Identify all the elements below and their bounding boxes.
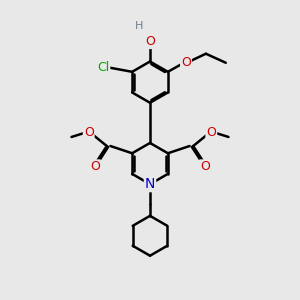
Text: O: O [206, 126, 216, 139]
Text: O: O [200, 160, 210, 173]
Text: O: O [84, 126, 94, 139]
Text: O: O [181, 56, 191, 69]
Text: O: O [90, 160, 100, 173]
Text: O: O [145, 35, 155, 48]
Text: H: H [135, 21, 143, 31]
Text: Cl: Cl [97, 61, 109, 74]
Text: N: N [145, 177, 155, 191]
